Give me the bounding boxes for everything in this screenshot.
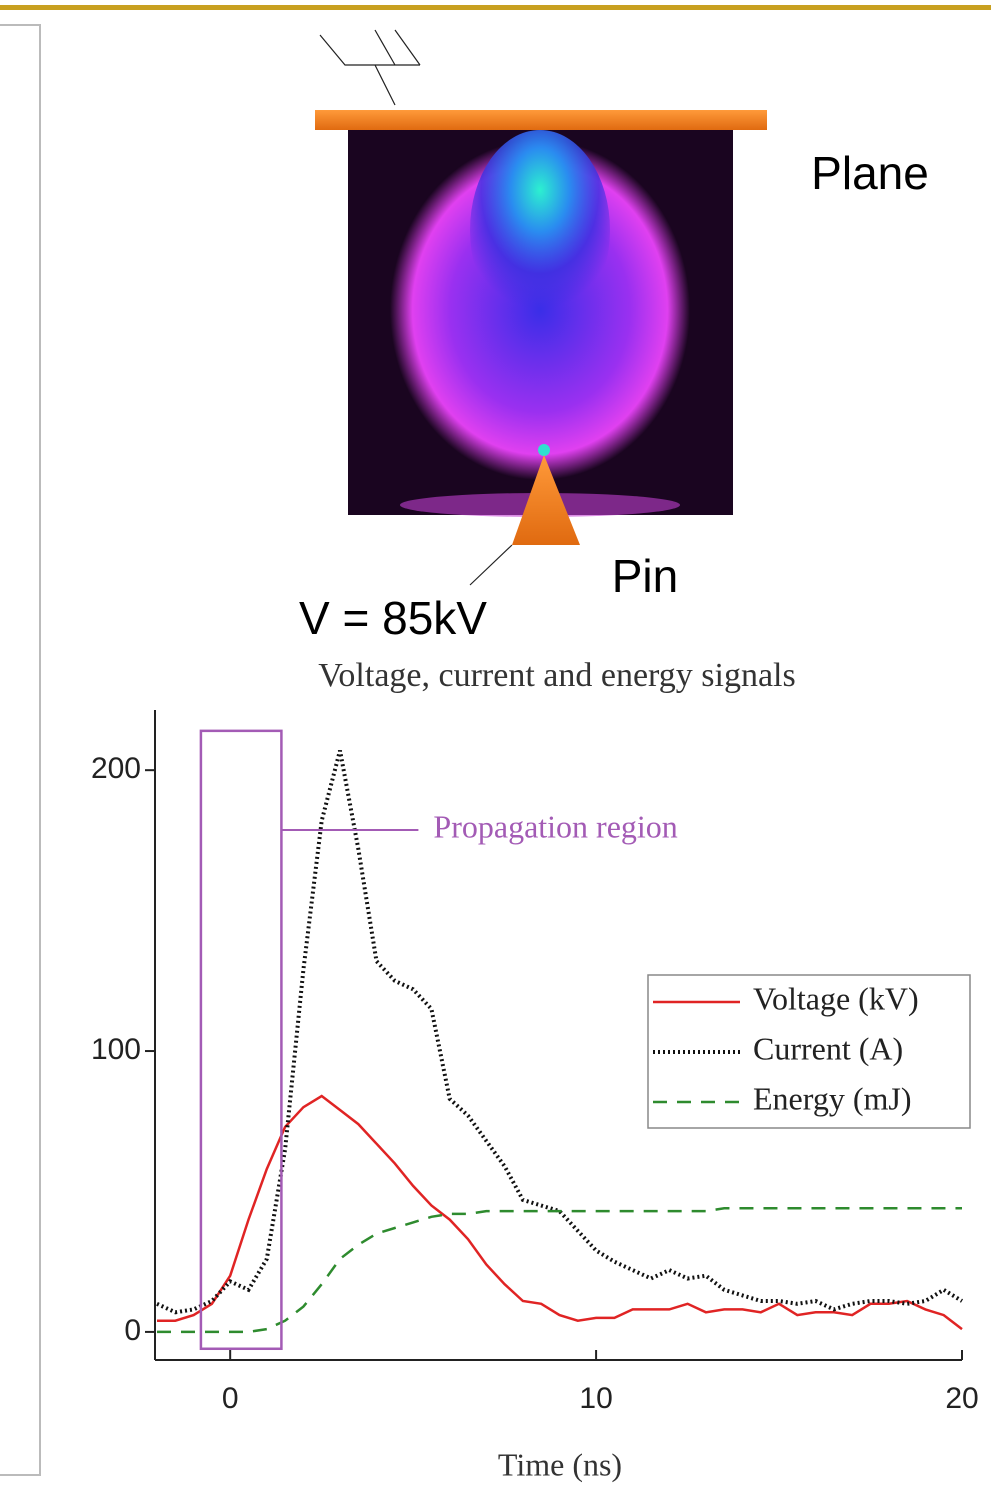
pin-label: Pin: [612, 550, 678, 602]
pin-lead: [469, 544, 513, 586]
x-tick-label: 0: [222, 1382, 239, 1415]
plane-label: Plane: [811, 147, 929, 199]
ground-symbol: [319, 29, 421, 106]
side-panel: [0, 24, 41, 1476]
series-line: [157, 1094, 963, 1331]
x-tick-label: 10: [579, 1382, 612, 1415]
chart-title: Voltage, current and energy signals: [318, 657, 795, 694]
discharge-image: [348, 130, 733, 517]
y-tick-label: 100: [91, 1033, 141, 1066]
y-tick-label: 0: [124, 1314, 141, 1347]
series-line: [157, 1207, 962, 1334]
highlight-region: [199, 729, 283, 1351]
legend-box: [647, 974, 971, 1129]
legend-label: Voltage (kV): [753, 980, 919, 1016]
glow-inner: [470, 130, 610, 330]
y-tick-label: 200: [91, 752, 141, 785]
voltage-label: V = 85kV: [299, 592, 487, 644]
pin-electrode: [512, 455, 580, 545]
legend-label: Current (A): [753, 1030, 903, 1066]
x-tick-label: 20: [945, 1382, 978, 1415]
top-rule: [0, 5, 991, 10]
plane-electrode: [315, 110, 767, 130]
x-axis-label: Time (ns): [498, 1446, 622, 1482]
pin-tip: [538, 444, 550, 456]
legend-label: Energy (mJ): [753, 1080, 911, 1116]
highlight-label: Propagation region: [433, 808, 677, 844]
chart: Voltage, current and energy signals Time…: [91, 657, 979, 1483]
